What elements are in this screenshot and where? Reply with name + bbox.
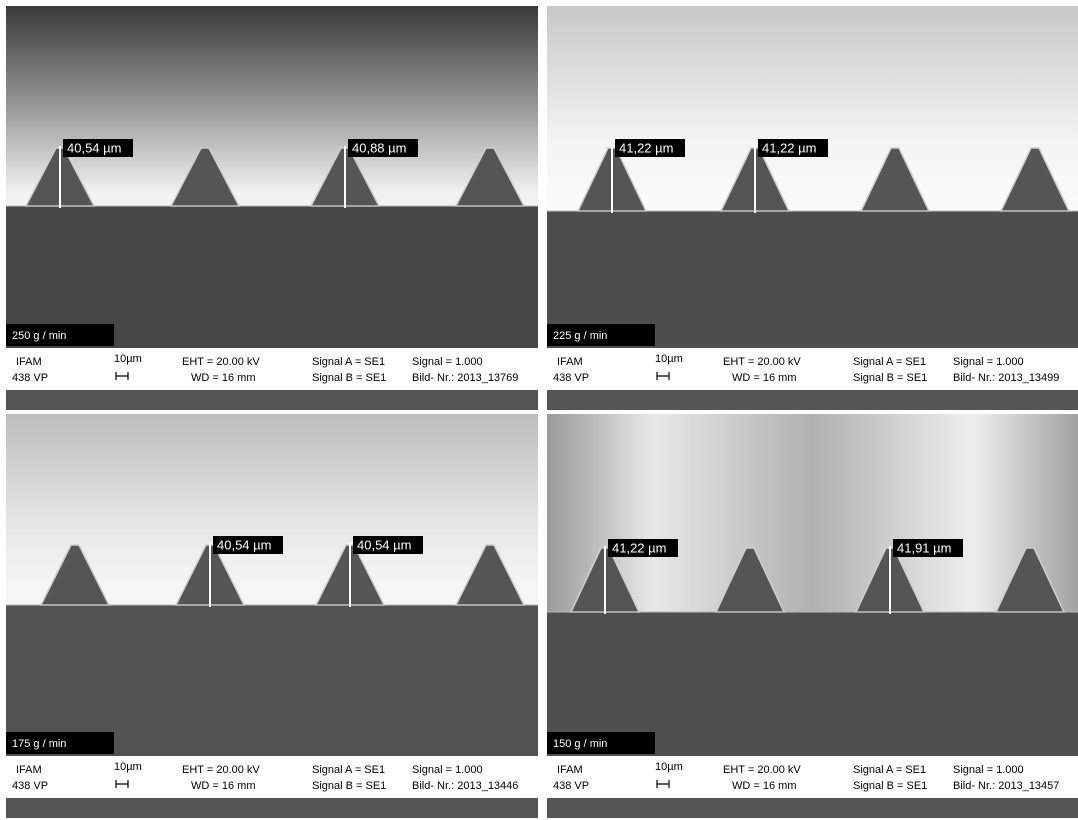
info-scale: 10µm	[655, 761, 683, 773]
rate-label: 150 g / min	[553, 738, 607, 750]
info-signal-b: Signal B = SE1	[312, 372, 386, 384]
rate-label: 250 g / min	[12, 330, 66, 342]
info-image-no: Bild- Nr.: 2013_13499	[953, 372, 1059, 384]
info-scale: 10µm	[114, 761, 142, 773]
measure-label: 41,22 µm	[612, 540, 666, 555]
info-org: IFAM	[16, 356, 42, 368]
info-model: 438 VP	[12, 780, 48, 792]
measure-label: 40,54 µm	[67, 140, 121, 155]
info-eht: EHT = 20.00 kV	[723, 356, 801, 368]
info-org: IFAM	[16, 764, 42, 776]
rate-label: 175 g / min	[12, 738, 66, 750]
info-model: 438 VP	[12, 372, 48, 384]
info-image-no: Bild- Nr.: 2013_13446	[412, 780, 518, 792]
info-eht: EHT = 20.00 kV	[182, 356, 260, 368]
info-wd: WD = 16 mm	[732, 372, 796, 384]
info-scale: 10µm	[114, 353, 142, 365]
sem-figure: 40,54 µm 40,88 µm 250 g / min IFAM 438 VP 10µ…	[0, 0, 1078, 820]
info-signal-b: Signal B = SE1	[853, 372, 927, 384]
measure-label: 40,54 µm	[217, 537, 271, 552]
sem-panel: 40,54 µm 40,88 µm 250 g / min IFAM 438 VP 10µ…	[6, 6, 538, 410]
info-image-no: Bild- Nr.: 2013_13457	[953, 780, 1059, 792]
sem-panel: 41,22 µm 41,91 µm 150 g / min IFAM 438 VP 10µ…	[547, 414, 1078, 818]
info-signal: Signal = 1.000	[412, 356, 483, 368]
info-scale: 10µm	[655, 353, 683, 365]
info-signal-a: Signal A = SE1	[312, 356, 385, 368]
info-org: IFAM	[557, 764, 583, 776]
bottom-strip	[547, 390, 1078, 410]
info-signal-a: Signal A = SE1	[312, 764, 385, 776]
page: 40,54 µm 40,88 µm 250 g / min IFAM 438 VP 10µ…	[0, 0, 1078, 820]
bottom-strip	[6, 390, 538, 410]
sem-panel: 40,54 µm 40,54 µm 175 g / min IFAM 438 VP 10µ…	[6, 414, 538, 818]
bottom-strip	[547, 798, 1078, 818]
info-model: 438 VP	[553, 372, 589, 384]
measure-label: 41,91 µm	[897, 540, 951, 555]
info-wd: WD = 16 mm	[191, 372, 255, 384]
info-eht: EHT = 20.00 kV	[182, 764, 260, 776]
info-signal: Signal = 1.000	[412, 764, 483, 776]
info-signal-b: Signal B = SE1	[312, 780, 386, 792]
rate-label: 225 g / min	[553, 330, 607, 342]
info-image-no: Bild- Nr.: 2013_13769	[412, 372, 518, 384]
measure-label: 41,22 µm	[762, 140, 816, 155]
measure-label: 40,88 µm	[352, 140, 406, 155]
info-wd: WD = 16 mm	[191, 780, 255, 792]
info-model: 438 VP	[553, 780, 589, 792]
info-signal: Signal = 1.000	[953, 356, 1024, 368]
measure-label: 41,22 µm	[619, 140, 673, 155]
info-eht: EHT = 20.00 kV	[723, 764, 801, 776]
info-wd: WD = 16 mm	[732, 780, 796, 792]
info-signal-a: Signal A = SE1	[853, 764, 926, 776]
info-signal: Signal = 1.000	[953, 764, 1024, 776]
info-signal-b: Signal B = SE1	[853, 780, 927, 792]
measure-label: 40,54 µm	[357, 537, 411, 552]
info-org: IFAM	[557, 356, 583, 368]
bottom-strip	[6, 798, 538, 818]
info-signal-a: Signal A = SE1	[853, 356, 926, 368]
sem-panel: 41,22 µm 41,22 µm 225 g / min IFAM 438 VP 10µ…	[547, 6, 1078, 410]
